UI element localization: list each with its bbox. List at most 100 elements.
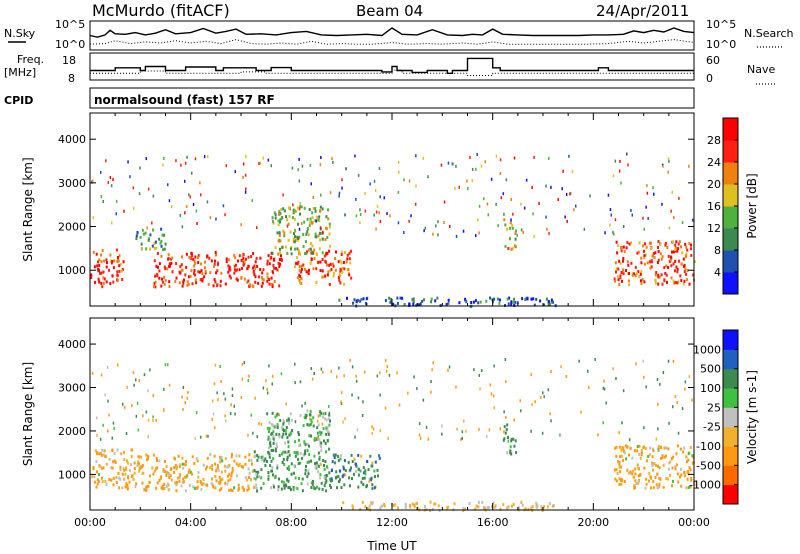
data-cell xyxy=(667,447,670,451)
data-cell xyxy=(116,270,119,274)
data-cell xyxy=(96,416,98,420)
data-cell xyxy=(513,297,516,301)
data-cell xyxy=(181,225,184,229)
data-cell xyxy=(112,476,115,480)
data-cell xyxy=(441,432,443,436)
data-cell xyxy=(139,166,141,170)
data-cell xyxy=(494,504,497,508)
data-cell xyxy=(113,259,116,263)
data-cell xyxy=(274,216,277,220)
data-cell xyxy=(308,223,311,227)
data-cell xyxy=(483,507,486,511)
data-cell xyxy=(189,275,192,278)
data-cell xyxy=(645,205,647,209)
data-cell xyxy=(229,276,232,280)
data-cell xyxy=(302,424,305,428)
colorbar-tick-label: -500 xyxy=(696,459,721,472)
data-cell xyxy=(317,451,320,455)
data-cell xyxy=(410,214,412,218)
data-cell xyxy=(96,470,98,474)
data-cell xyxy=(688,375,691,379)
data-cell xyxy=(156,274,159,278)
data-cell xyxy=(153,281,156,285)
data-cell xyxy=(318,247,321,251)
data-cell xyxy=(268,262,271,266)
colorbar-swatch xyxy=(723,368,738,389)
data-cell xyxy=(317,260,320,264)
data-cell xyxy=(147,418,150,422)
data-cell xyxy=(325,479,328,483)
data-cell xyxy=(575,204,577,208)
data-cell xyxy=(184,489,187,493)
data-cell xyxy=(250,255,253,259)
data-cell xyxy=(479,387,481,391)
data-cell xyxy=(471,179,473,183)
data-cell xyxy=(616,275,619,279)
data-cell xyxy=(229,477,232,481)
date-title: 24/Apr/2011 xyxy=(596,2,689,20)
data-cell xyxy=(240,258,243,262)
data-cell xyxy=(327,417,330,421)
data-cell xyxy=(343,459,346,463)
data-cell xyxy=(510,247,513,251)
data-cell xyxy=(454,187,456,191)
data-cell xyxy=(640,449,643,452)
data-cell xyxy=(688,466,691,470)
data-cell xyxy=(299,414,302,418)
data-cell xyxy=(627,279,630,283)
data-cell xyxy=(115,248,118,252)
data-cell xyxy=(419,302,422,306)
data-cell xyxy=(636,463,639,467)
data-cell xyxy=(100,281,103,285)
data-cell xyxy=(160,227,163,231)
data-cell xyxy=(258,275,260,279)
data-cell xyxy=(516,301,519,305)
data-cell xyxy=(539,396,542,399)
data-cell xyxy=(149,368,151,372)
nsky-tick-bottom: 10^0 xyxy=(55,38,85,51)
data-cell xyxy=(550,185,552,189)
data-cell xyxy=(109,282,112,286)
data-cell xyxy=(512,437,515,441)
data-cell xyxy=(324,417,327,421)
data-cell xyxy=(294,381,296,385)
data-cell xyxy=(334,453,337,457)
data-cell xyxy=(209,271,212,275)
data-cell xyxy=(648,241,651,245)
data-cell xyxy=(371,483,374,487)
data-cell xyxy=(308,434,311,438)
data-cell xyxy=(270,256,273,260)
data-cell xyxy=(303,220,306,224)
data-cell xyxy=(100,451,102,455)
data-cell xyxy=(105,455,108,459)
data-cell xyxy=(110,184,113,188)
data-cell xyxy=(691,461,694,465)
data-cell xyxy=(676,401,678,405)
data-cell xyxy=(270,164,272,168)
data-cell xyxy=(660,446,663,450)
data-cell xyxy=(118,269,121,273)
data-cell xyxy=(111,436,113,440)
data-cell xyxy=(657,427,659,431)
data-cell xyxy=(352,506,354,510)
data-cell xyxy=(96,452,99,456)
data-cell xyxy=(621,279,623,283)
data-cell xyxy=(277,252,280,256)
data-cell xyxy=(317,234,320,238)
data-cell xyxy=(640,453,643,457)
data-cell xyxy=(138,192,141,196)
data-cell xyxy=(604,231,606,235)
data-cell xyxy=(321,415,324,419)
data-cell xyxy=(634,472,637,476)
data-cell xyxy=(184,463,187,467)
data-cell xyxy=(516,233,518,237)
data-cell xyxy=(246,267,249,270)
data-cell xyxy=(351,393,353,397)
data-cell xyxy=(161,484,164,488)
data-cell xyxy=(245,155,247,159)
data-cell xyxy=(651,455,654,459)
data-cell xyxy=(133,383,135,387)
data-cell xyxy=(638,453,641,456)
data-cell xyxy=(506,423,509,427)
